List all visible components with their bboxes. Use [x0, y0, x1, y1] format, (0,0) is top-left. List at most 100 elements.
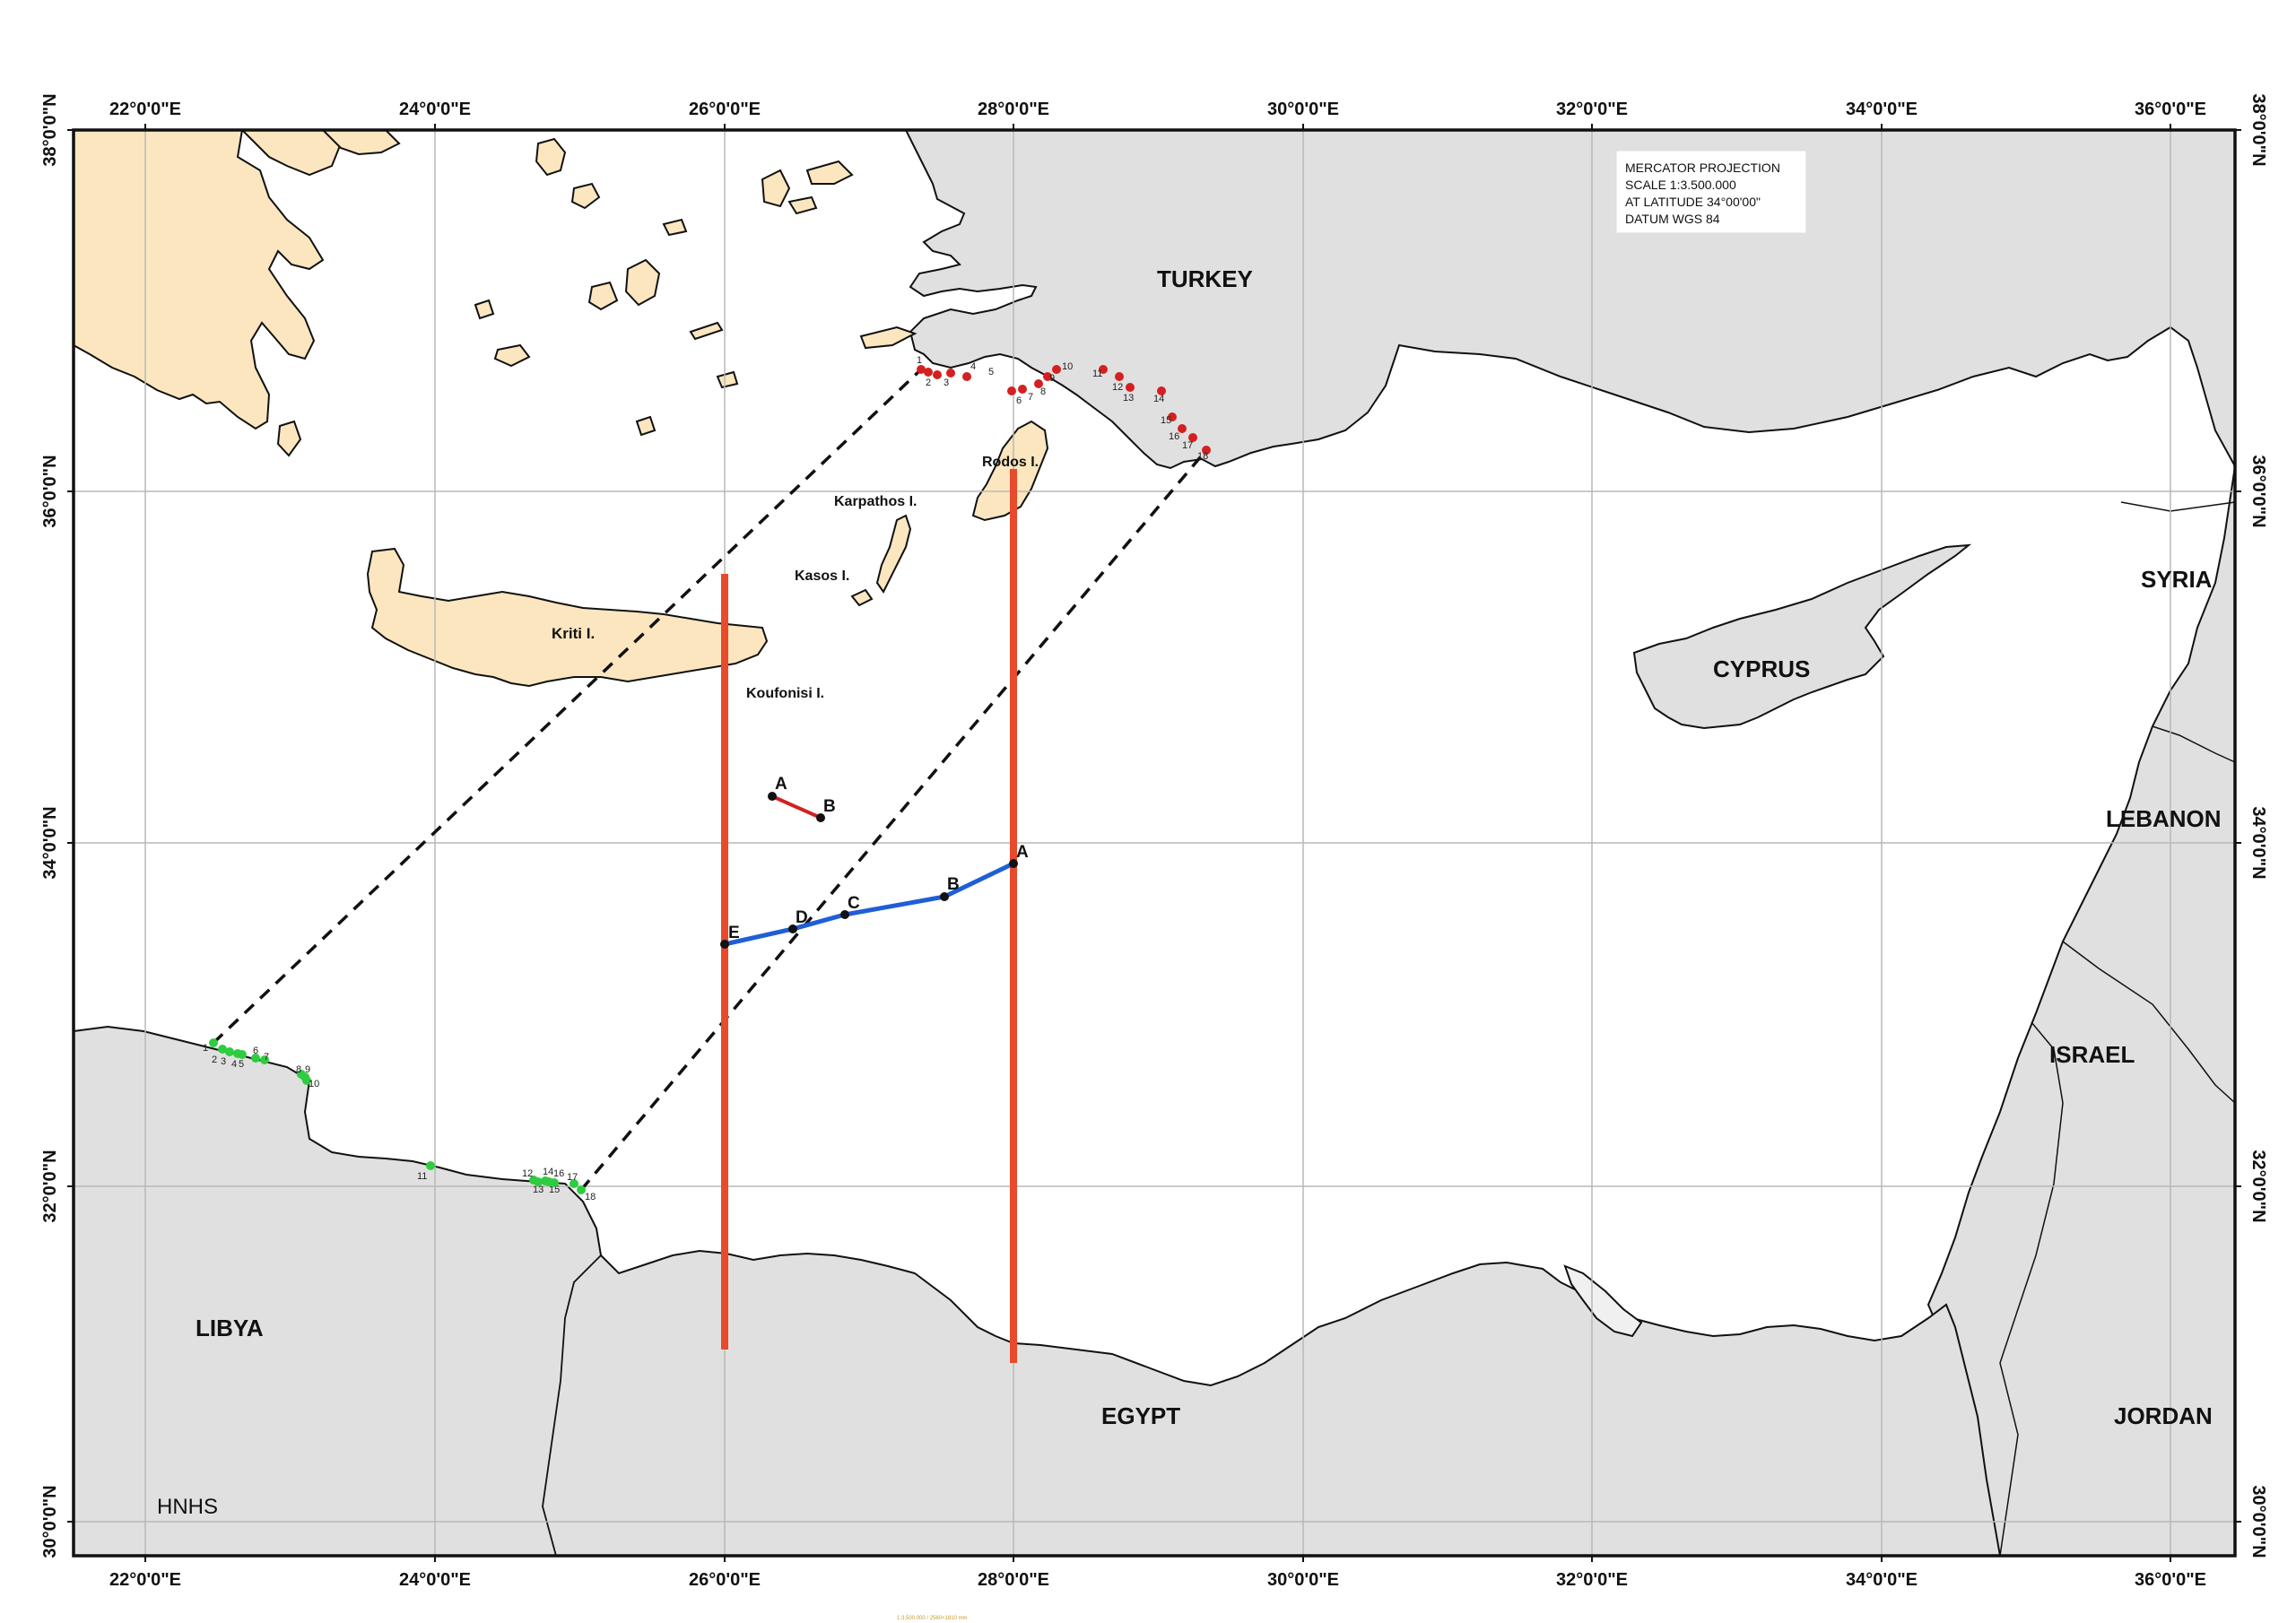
blue-point-b — [940, 892, 949, 901]
libya-point-label-17: 17 — [567, 1172, 578, 1183]
label-syria: SYRIA — [2141, 566, 2213, 593]
lon-label-top-3: 28°0'0"E — [978, 100, 1049, 119]
blue-point-a — [1009, 859, 1018, 868]
libya-point-1 — [209, 1038, 218, 1047]
turkey-point-label-4: 4 — [970, 361, 976, 372]
turkey-point-label-15: 15 — [1161, 415, 1171, 426]
lon-label-top-6: 34°0'0"E — [1846, 100, 1918, 119]
libya-point-2 — [218, 1045, 227, 1054]
label-turkey: TURKEY — [1157, 265, 1253, 292]
island-naxos — [624, 258, 661, 307]
lon-label-bottom-1: 24°0'0"E — [399, 1570, 471, 1590]
turkey-point-12 — [1115, 372, 1124, 381]
blue-line: E D C B A — [720, 843, 1029, 949]
turkey-point-label-1: 1 — [917, 355, 922, 366]
blue-point-c — [840, 910, 849, 919]
island-thira — [635, 415, 657, 437]
libya-point-11 — [426, 1161, 435, 1170]
credit-hnhs: HNHS — [157, 1495, 218, 1519]
lon-label-bottom-5: 32°0'0"E — [1556, 1570, 1628, 1590]
island-serifos — [474, 299, 495, 320]
turkey-point-11 — [1099, 365, 1108, 374]
island-milos — [493, 343, 531, 368]
lat-label-right-2: 34°0'0"N — [2248, 806, 2268, 879]
turkey-point-16 — [1178, 424, 1187, 433]
label-kasos: Kasos I. — [795, 568, 849, 584]
turkey-point-label-14: 14 — [1153, 394, 1164, 404]
red-segment-point-a — [768, 792, 777, 801]
lat-label-right-3: 32°0'0"N — [2248, 1150, 2268, 1222]
lat-label-right-0: 38°0'0"N — [2248, 93, 2268, 166]
libya-point-16 — [550, 1178, 559, 1187]
turkey-point-label-7: 7 — [1028, 392, 1033, 403]
island-ikaria — [787, 195, 818, 215]
libya-point-label-2: 2 — [212, 1055, 217, 1065]
libya-point-6 — [251, 1054, 260, 1063]
turkey-point-4 — [946, 369, 955, 378]
libya-point-label-11: 11 — [417, 1171, 427, 1182]
projection-line-2: SCALE 1:3.500.000 — [1625, 178, 1736, 192]
libya-point-3 — [225, 1047, 234, 1056]
island-andros — [535, 137, 567, 177]
turkey-point-6 — [1007, 386, 1016, 395]
turkey-point-label-10: 10 — [1062, 361, 1073, 372]
nile-delta — [1563, 1264, 1643, 1338]
lat-label-left-2: 34°0'0"N — [40, 806, 60, 879]
red-segment-label-a: A — [775, 775, 787, 794]
turkey-point-18 — [1202, 446, 1211, 455]
libya-point-label-4: 4 — [231, 1059, 237, 1070]
lat-label-right-4: 30°0'0"N — [2248, 1485, 2268, 1558]
lat-label-left-1: 36°0'0"N — [40, 455, 60, 527]
turkey-point-15 — [1168, 412, 1177, 421]
red-segment: A B — [768, 775, 836, 822]
red-segment-label-b: B — [823, 797, 836, 816]
turkey-landmass — [904, 129, 2236, 470]
libya-point-label-14: 14 — [543, 1167, 553, 1177]
turkey-point-17 — [1188, 433, 1197, 442]
lon-label-top-2: 26°0'0"E — [689, 100, 761, 119]
libya-point-18 — [577, 1185, 586, 1194]
turkey-point-label-3: 3 — [944, 378, 949, 388]
turkey-point-1 — [917, 365, 926, 374]
island-kythira — [276, 420, 302, 457]
latitude-labels-right: 38°0'0"N 36°0'0"N 34°0'0"N 32°0'0"N 30°0'0"N — [2235, 93, 2268, 1558]
lon-label-bottom-2: 26°0'0"E — [689, 1570, 761, 1590]
label-kriti: Kriti I. — [552, 625, 595, 642]
blue-label-a: A — [1016, 843, 1029, 862]
lon-label-top-0: 22°0'0"E — [109, 100, 181, 119]
kriti-island — [366, 547, 769, 688]
blue-point-d — [788, 924, 797, 933]
land-layer — [73, 129, 2236, 1557]
kasos-island — [850, 588, 874, 607]
lon-label-bottom-4: 30°0'0"E — [1267, 1570, 1339, 1590]
island-astypalea — [716, 370, 739, 389]
lon-label-bottom-7: 36°0'0"E — [2135, 1570, 2206, 1590]
libya-point-label-9: 9 — [305, 1064, 310, 1075]
label-koufonisi: Koufonisi I. — [746, 686, 824, 701]
turkey-point-label-17: 17 — [1182, 440, 1193, 451]
turkey-point-7 — [1018, 385, 1027, 394]
libya-point-label-3: 3 — [221, 1056, 226, 1067]
lat-label-left-0: 38°0'0"N — [40, 93, 60, 166]
libya-point-label-1: 1 — [203, 1043, 208, 1054]
island-chios — [761, 169, 791, 208]
lon-label-top-7: 36°0'0"E — [2135, 100, 2206, 119]
latitude-labels-left: 38°0'0"N 36°0'0"N 34°0'0"N 32°0'0"N 30°0'0"N — [40, 93, 74, 1558]
red-verticals — [721, 469, 1017, 1363]
label-karpathos: Karpathos I. — [834, 494, 917, 509]
turkey-point-label-9: 9 — [1049, 373, 1055, 384]
turkey-point-5 — [962, 372, 971, 381]
label-lebanon: LEBANON — [2106, 805, 2222, 832]
libya-point-label-15: 15 — [549, 1185, 560, 1195]
libya-point-10 — [302, 1076, 311, 1085]
libya-point-label-18: 18 — [585, 1192, 596, 1202]
libya-point-13 — [534, 1177, 543, 1186]
libya-point-7 — [260, 1055, 269, 1064]
red-segment-point-b — [816, 813, 825, 822]
dashed-lines — [212, 368, 1208, 1192]
turkey-point-10 — [1052, 365, 1061, 374]
turkey-point-label-16: 16 — [1169, 431, 1179, 442]
label-libya: LIBYA — [196, 1315, 264, 1341]
